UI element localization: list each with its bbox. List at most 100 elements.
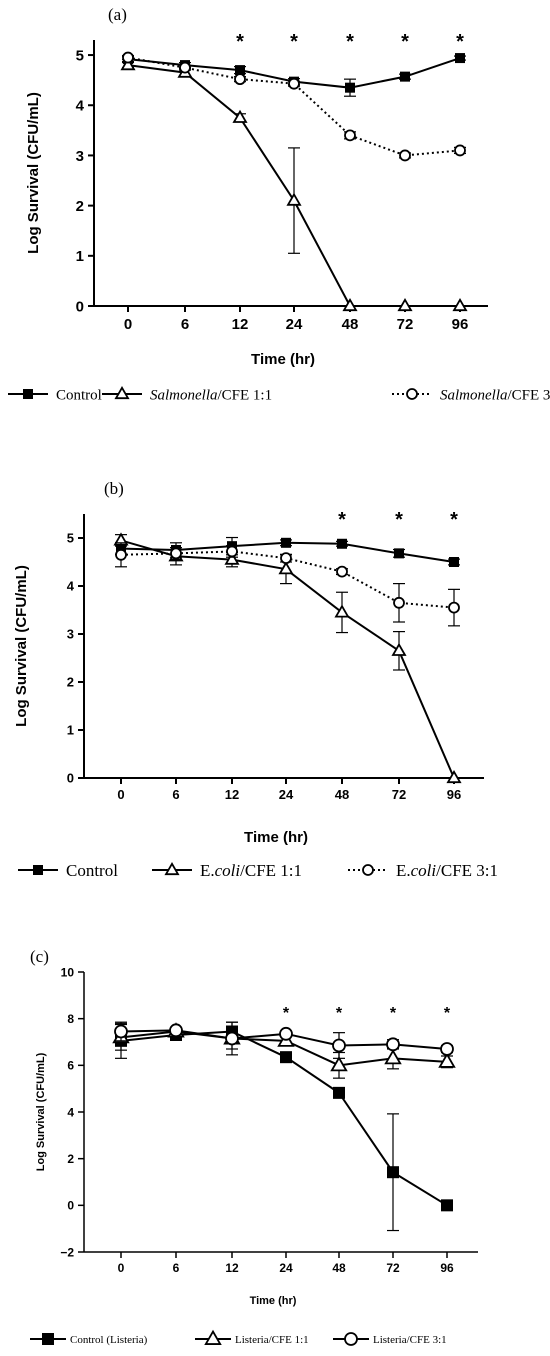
x-tick-label: 6 [172, 787, 179, 802]
significance-star: * [338, 509, 346, 531]
data-point-circle [454, 144, 466, 157]
data-point-square [235, 65, 245, 76]
data-point-circle [344, 129, 356, 142]
data-point-circle [225, 1031, 239, 1046]
data-point-square [455, 53, 465, 64]
data-point-square [281, 537, 291, 548]
data-point-triangle [278, 561, 294, 575]
y-tick-label: 0 [76, 298, 84, 315]
series-line [120, 539, 455, 779]
legend-label-part: /CFE 1:1 [240, 861, 302, 880]
y-tick-label: 0 [67, 1199, 74, 1213]
data-point-circle [440, 1042, 454, 1056]
y-axis-title: Log Survival (CFU/mL) [13, 565, 30, 727]
y-tick-label: 10 [61, 965, 75, 979]
y-tick-label: 3 [76, 148, 84, 165]
data-point-triangle [452, 297, 468, 312]
panel-label: (b) [104, 479, 124, 498]
y-tick-label: 5 [67, 531, 74, 546]
significance-star: * [236, 31, 244, 53]
y-axis-title: Log Survival (CFU/mL) [25, 92, 42, 254]
x-tick-label: 6 [173, 1261, 180, 1275]
legend-label: Listeria/CFE 3:1 [373, 1334, 447, 1346]
x-axis-title: Time (hr) [250, 1295, 297, 1307]
data-point-circle [122, 51, 134, 64]
y-axis-title: Log Survival (CFU/mL) [35, 1052, 47, 1171]
x-tick-label: 12 [225, 1261, 239, 1275]
x-tick-label: 72 [397, 316, 414, 333]
data-point-circle [234, 73, 246, 86]
legend-label-part: /CFE 1:1 [218, 387, 273, 403]
significance-star: * [290, 31, 298, 53]
x-axis-title: Time (hr) [251, 351, 315, 368]
chart-panel-a: (a) 0 1 2 3 4 5 0 6 12 24 48 72 96 Time (hr) Log Surviv… [0, 0, 550, 420]
y-tick-label: 2 [67, 675, 74, 690]
legend-marker-triangle [164, 861, 180, 876]
x-tick-label: 96 [452, 316, 469, 333]
legend-label-part: E. [200, 861, 215, 880]
data-point-circle [393, 596, 405, 609]
legend-label-part: E. [396, 861, 411, 880]
data-point-triangle [391, 642, 407, 656]
data-point-triangle [384, 1049, 402, 1065]
data-point-triangle [224, 551, 240, 565]
data-point-circle [399, 149, 411, 162]
legend-label: Control [66, 861, 118, 880]
data-point-square [441, 1199, 453, 1212]
y-tick-label: 3 [67, 627, 74, 642]
data-point-circle [448, 601, 460, 614]
data-point-triangle [342, 297, 358, 312]
x-axis-title: Time (hr) [244, 829, 308, 846]
data-point-circle [114, 1024, 128, 1039]
data-point-circle [332, 1038, 346, 1053]
data-point-square [280, 1051, 292, 1064]
legend-label-part: coli [411, 861, 437, 880]
significance-star: * [450, 509, 458, 531]
legend-marker-circle [362, 864, 374, 876]
x-tick-label: 24 [279, 787, 294, 802]
legend-label-part: /CFE 3:1 [508, 387, 550, 403]
legend-label: Listeria/CFE 1:1 [235, 1334, 309, 1346]
y-tick-label: 5 [76, 47, 84, 64]
legend-label-part: /CFE 3:1 [436, 861, 498, 880]
significance-star: * [395, 509, 403, 531]
data-point-triangle [232, 109, 248, 123]
y-tick-label: 4 [67, 1105, 74, 1119]
x-tick-label: 96 [440, 1261, 454, 1275]
x-tick-label: 48 [335, 787, 349, 802]
legend-label-part: Salmonella [150, 387, 218, 403]
legend-marker-circle [344, 1332, 358, 1346]
data-point-triangle [120, 57, 136, 71]
x-tick-label: 48 [332, 1261, 346, 1275]
legend-marker-square [33, 865, 43, 875]
data-point-triangle [397, 297, 413, 312]
data-point-square [337, 538, 347, 549]
legend-marker-triangle [204, 1329, 222, 1345]
y-tick-label: 4 [76, 98, 85, 115]
panel-label: (a) [108, 5, 127, 24]
data-point-circle [386, 1037, 400, 1052]
x-tick-label: 6 [181, 316, 189, 333]
x-tick-label: 72 [386, 1261, 400, 1275]
legend-label: E.coli/CFE 1:1 [200, 861, 302, 880]
data-point-square [345, 82, 355, 93]
significance-star: * [390, 1005, 397, 1022]
x-tick-label: 0 [124, 316, 132, 333]
chart-panel-c: (c) −2 0 2 4 6 8 10 0 6 12 24 48 72 96 Time (hr) Log Sur… [0, 947, 550, 1356]
legend-label: Salmonella/CFE 1:1 [150, 387, 272, 403]
data-point-triangle [446, 769, 462, 784]
data-point-square [333, 1086, 345, 1099]
x-tick-label: 72 [392, 787, 406, 802]
data-point-circle [226, 545, 238, 558]
y-tick-label: 6 [67, 1059, 74, 1073]
significance-star: * [456, 31, 464, 53]
data-point-triangle [286, 192, 302, 206]
significance-star: * [401, 31, 409, 53]
legend-label-part: coli [215, 861, 241, 880]
data-point-circle [169, 1023, 183, 1038]
legend-marker-square [23, 389, 33, 399]
chart-panel-b: (b) 0 1 2 3 4 5 0 6 12 24 48 72 96 Time (hr) Log Surviv… [0, 470, 550, 900]
data-point-circle [288, 77, 300, 90]
